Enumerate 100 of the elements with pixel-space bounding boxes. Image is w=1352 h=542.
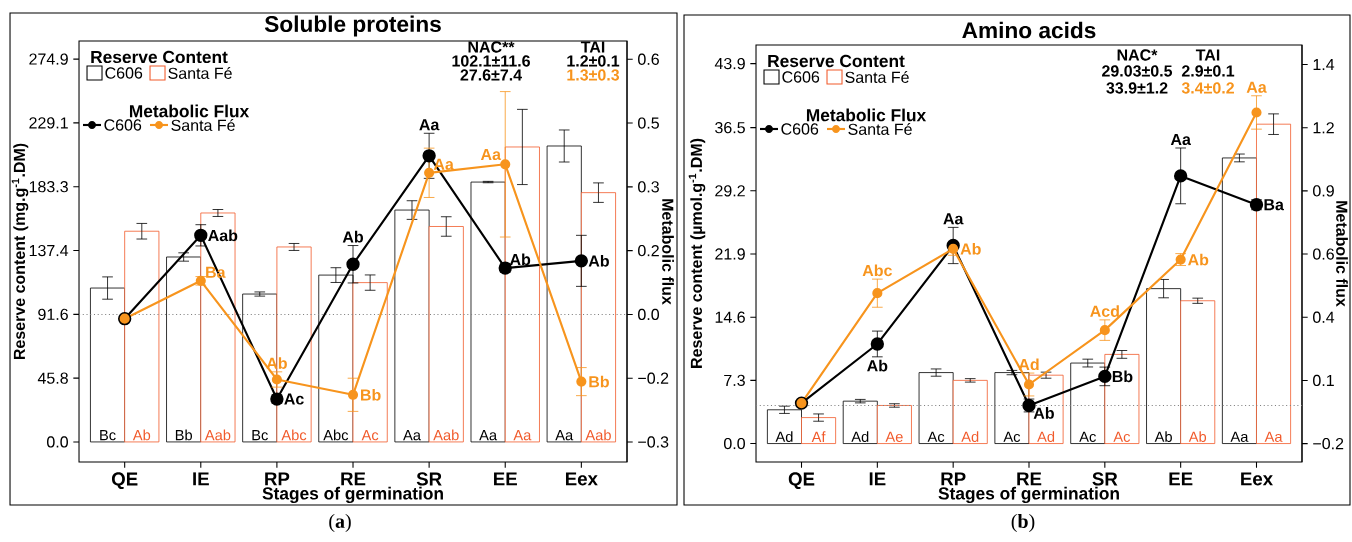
legend-label: Santa Fé xyxy=(168,67,232,79)
y2-tick-label: 0.9 xyxy=(1313,185,1334,197)
y2-tick-label: 0.6 xyxy=(638,53,659,65)
data-label: Ac xyxy=(284,393,304,405)
data-label: Ab xyxy=(509,253,531,266)
y-tick-label: 229.1 xyxy=(29,117,68,129)
annotation: NAC* xyxy=(1117,49,1158,61)
x-tick-label: Eex xyxy=(1241,472,1273,486)
data-label: Acd xyxy=(1090,305,1119,317)
data-label: Ab xyxy=(1187,253,1209,266)
annotation: TAI xyxy=(580,41,605,53)
x-tick-label: RE xyxy=(1017,472,1042,486)
data-label: Ac xyxy=(361,430,379,441)
text: (a) xyxy=(329,513,351,533)
data-label: Ac xyxy=(1079,431,1096,442)
x-tick-label: EE xyxy=(1169,472,1193,486)
y2-tick-label: 0.5 xyxy=(638,117,659,129)
y-tick-label: 183.3 xyxy=(29,181,68,193)
x-tick-label: IE xyxy=(193,472,209,486)
data-label: Aa xyxy=(403,430,421,441)
y2-tick-label: 0.4 xyxy=(1313,311,1335,323)
text: (b) xyxy=(1011,513,1035,533)
x-tick-label: IE xyxy=(869,472,886,486)
y2-axis-title: Metabolic flux xyxy=(662,199,674,305)
data-label: Aa xyxy=(943,213,964,225)
legend-label: Santa Fé xyxy=(845,71,909,83)
data-label: Abc xyxy=(281,429,307,441)
x-tick-label: QE xyxy=(788,472,815,490)
legend-title: Reserve Content xyxy=(91,50,228,64)
y-tick-label: 0.0 xyxy=(723,437,745,450)
y2-tick-label: 0.3 xyxy=(638,181,659,193)
legend-label: C606 xyxy=(781,123,819,135)
data-label: Ac xyxy=(1113,431,1131,442)
annotation: 27.6±7.4 xyxy=(460,69,522,81)
data-label: Bb xyxy=(589,375,609,388)
x-tick-label: Eex xyxy=(565,472,598,486)
data-label: Bb xyxy=(1112,370,1133,383)
data-label: Af xyxy=(811,431,826,442)
data-label: Ab xyxy=(960,242,981,255)
data-label: Bb xyxy=(361,388,381,401)
data-label: Ad xyxy=(1018,358,1039,371)
data-label: Ab xyxy=(588,254,609,267)
y2-tick-label: 0.2 xyxy=(638,244,659,257)
legend-label: C606 xyxy=(104,119,142,131)
data-label: Aa xyxy=(1264,431,1283,442)
data-label: Abc xyxy=(862,264,892,277)
y2-tick-label: 0.0 xyxy=(638,308,660,321)
legend-label: Santa Fé xyxy=(848,123,912,135)
data-label: Ba xyxy=(1264,199,1284,211)
y-tick-label: 21.9 xyxy=(715,248,745,260)
x-tick-label: EE xyxy=(494,472,517,486)
data-label: Aa xyxy=(1170,133,1191,146)
y-tick-label: 29.2 xyxy=(715,185,745,197)
chart-title: Amino acids xyxy=(962,21,1096,39)
data-label: Aab xyxy=(585,429,611,441)
y-tick-label: 14.6 xyxy=(715,311,745,323)
data-label: Ab xyxy=(1188,431,1207,442)
y2-tick-label: −0.2 xyxy=(1313,437,1344,450)
x-tick-label: QE xyxy=(111,472,138,490)
data-label: Ae xyxy=(885,431,903,442)
y-tick-label: 274.9 xyxy=(29,53,68,65)
legend-label: C606 xyxy=(105,67,143,79)
x-axis-title: Stages of germination xyxy=(262,486,443,504)
y2-tick-label: 0.6 xyxy=(1313,248,1334,260)
data-label: Abc xyxy=(323,429,349,441)
chart-title: Soluble proteins xyxy=(264,15,441,37)
data-label: Aa xyxy=(1246,81,1267,93)
data-label: Aa xyxy=(419,119,440,131)
annotation: Metabolic Flux xyxy=(806,108,927,122)
data-label: Aa xyxy=(513,430,532,441)
data-label: Ac xyxy=(927,431,945,442)
x-tick-label: SR xyxy=(1092,472,1118,486)
data-label: Aa xyxy=(555,430,574,441)
x-tick-label: RP xyxy=(265,472,290,486)
annotation: NAC** xyxy=(468,41,515,53)
annotation: Metabolic Flux xyxy=(129,104,250,118)
y-axis-title: Reserve content (mg.g$^{-1}$.DM) xyxy=(11,143,29,360)
annotation: 1.3±0.3 xyxy=(567,69,620,81)
data-label: Aa xyxy=(1230,431,1249,442)
data-label: Bc xyxy=(252,430,268,441)
y-axis-title: Reserve content (µmol.g$^{-1}$.DM) xyxy=(688,138,706,368)
annotation: 1.2±0.1 xyxy=(567,55,620,67)
y2-tick-label: 1.2 xyxy=(1313,122,1334,134)
annotation: 33.9±1.2 xyxy=(1106,82,1168,94)
legend-title: Reserve Content xyxy=(768,54,905,68)
y2-tick-label: 0.1 xyxy=(1313,374,1334,387)
data-label: Ab xyxy=(1154,431,1172,442)
x-tick-label: RP xyxy=(941,472,966,486)
x-tick-label: RE xyxy=(341,472,366,486)
annotation: 29.03±0.5 xyxy=(1102,65,1173,77)
y-tick-label: 36.5 xyxy=(715,121,745,134)
x-axis-title: Stages of germination xyxy=(938,486,1119,504)
data-label: Bb xyxy=(175,429,193,441)
y-tick-label: 43.9 xyxy=(714,57,745,70)
data-label: Ad xyxy=(961,431,979,442)
legend-label: Santa Fé xyxy=(171,119,235,131)
data-label: Bc xyxy=(100,430,116,441)
x-tick-label: SR xyxy=(416,472,442,486)
legend-label: C606 xyxy=(782,71,820,83)
annotation: 3.4±0.2 xyxy=(1181,82,1234,94)
